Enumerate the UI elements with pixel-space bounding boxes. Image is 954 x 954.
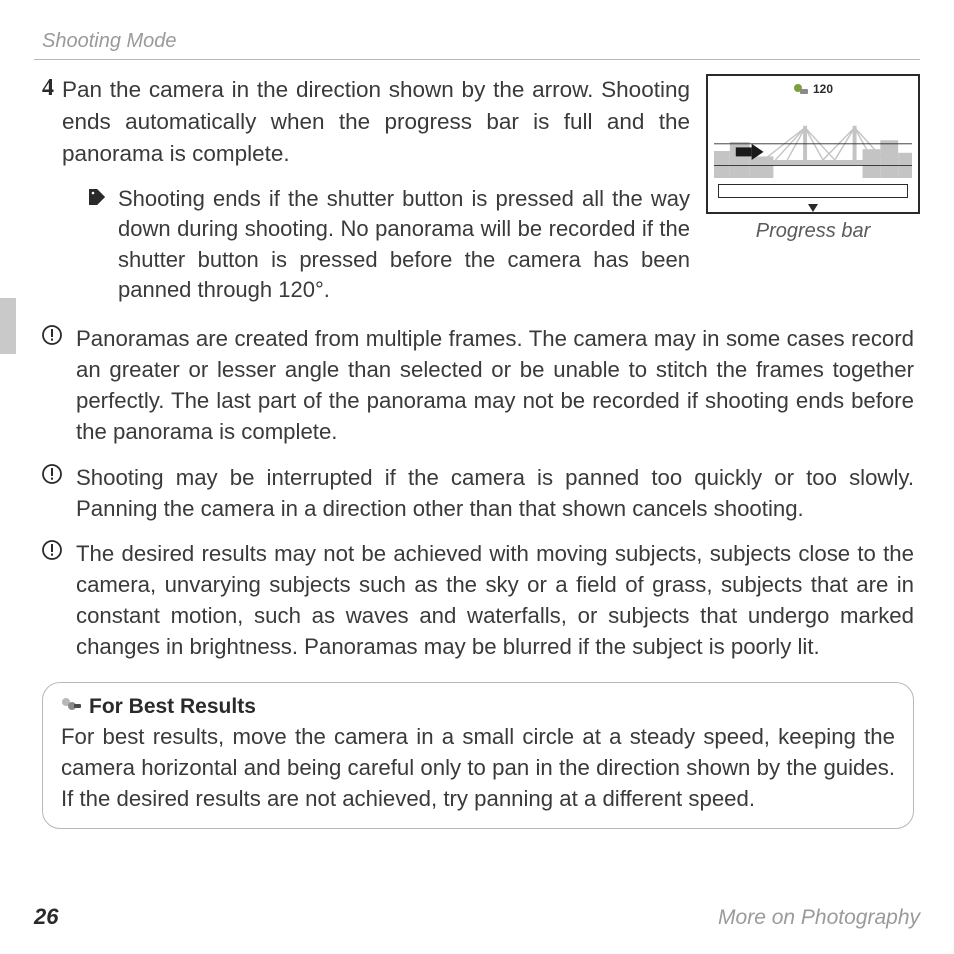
manual-page: Shooting Mode 4 Pan the camera in the di… (0, 0, 954, 954)
angle-label: 120 (813, 82, 833, 96)
tip-icon (61, 697, 81, 718)
tip-body: For best results, move the camera in a s… (61, 721, 895, 814)
caution-text: Panoramas are created from multiple fram… (76, 323, 914, 447)
caution-icon (42, 540, 62, 565)
step-row: 4 Pan the camera in the direction shown … (34, 74, 920, 305)
caution-item: Panoramas are created from multiple fram… (42, 323, 914, 447)
divider (34, 59, 920, 60)
caution-item: Shooting may be interrupted if the camer… (42, 462, 914, 524)
step-subnote-text: Shooting ends if the shutter button is p… (118, 184, 690, 305)
step-number: 4 (42, 74, 54, 103)
step-body: Pan the camera in the direction shown by… (62, 74, 690, 170)
caution-text: The desired results may not be achieved … (76, 538, 914, 662)
caution-text: Shooting may be interrupted if the camer… (76, 462, 914, 524)
tip-title: For Best Results (89, 695, 256, 719)
progress-caret-icon (808, 204, 818, 212)
page-footer: 26 More on Photography (34, 904, 920, 930)
angle-indicator: 120 (793, 82, 833, 96)
skyline-graphic (714, 124, 912, 178)
panorama-illustration: 120 (706, 74, 920, 214)
caution-item: The desired results may not be achieved … (42, 538, 914, 662)
page-heading: Shooting Mode (34, 30, 920, 53)
caution-icon (42, 464, 62, 489)
caution-icon (42, 325, 62, 350)
tip-box: For Best Results For best results, move … (42, 682, 914, 829)
tip-title-row: For Best Results (61, 695, 895, 719)
page-number: 26 (34, 904, 58, 930)
progress-bar-track (718, 184, 908, 198)
footer-section: More on Photography (718, 906, 920, 930)
step-subnote: Shooting ends if the shutter button is p… (34, 184, 690, 305)
step-line: 4 Pan the camera in the direction shown … (34, 74, 690, 170)
illustration-caption: Progress bar (706, 220, 920, 243)
angle-icon (793, 83, 809, 95)
caution-list: Panoramas are created from multiple fram… (34, 323, 920, 662)
illustration-column: 120 (706, 74, 920, 305)
tag-icon (88, 188, 106, 211)
step-text-column: 4 Pan the camera in the direction shown … (34, 74, 690, 305)
section-tab-edge (0, 298, 16, 354)
